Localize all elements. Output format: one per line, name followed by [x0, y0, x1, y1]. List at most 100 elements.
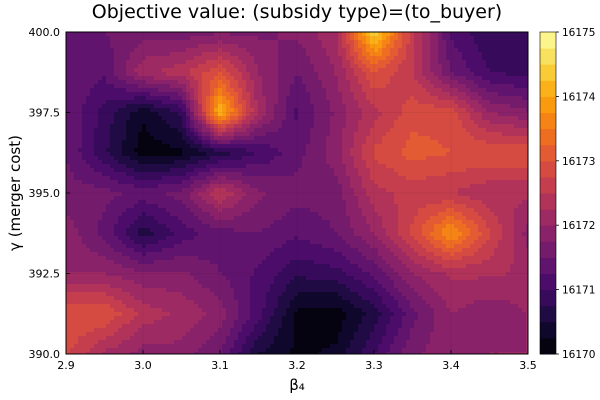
contour-cell	[378, 100, 383, 105]
contour-cell	[410, 128, 415, 133]
contour-cell	[206, 156, 211, 161]
contour-cell	[238, 60, 243, 65]
contour-cell	[454, 64, 459, 69]
contour-cell	[510, 56, 515, 61]
contour-cell	[210, 48, 215, 53]
contour-cell	[502, 196, 507, 201]
contour-cell	[398, 164, 403, 169]
contour-cell	[298, 148, 303, 153]
contour-cell	[382, 120, 387, 125]
contour-cell	[406, 52, 411, 57]
contour-cell	[510, 108, 515, 113]
contour-cell	[146, 72, 151, 77]
contour-cell	[382, 192, 387, 197]
contour-cell	[182, 76, 187, 81]
contour-cell	[86, 164, 91, 169]
contour-cell	[210, 144, 215, 149]
contour-cell	[358, 80, 363, 85]
contour-cell	[482, 120, 487, 125]
contour-cell	[74, 56, 79, 61]
contour-cell	[182, 68, 187, 73]
contour-cell	[238, 120, 243, 125]
contour-cell	[158, 128, 163, 133]
contour-cell	[410, 164, 415, 169]
contour-cell	[242, 152, 247, 157]
contour-cell	[450, 136, 455, 141]
contour-cell	[238, 64, 243, 69]
contour-cell	[302, 200, 307, 205]
contour-cell	[202, 176, 207, 181]
contour-cell	[134, 136, 139, 141]
contour-cell	[526, 136, 528, 141]
contour-cell	[306, 48, 311, 53]
contour-cell	[358, 128, 363, 133]
contour-cell	[426, 168, 431, 173]
contour-cell	[450, 108, 455, 113]
contour-cell	[502, 172, 507, 177]
contour-cell	[102, 160, 107, 165]
contour-cell	[326, 128, 331, 133]
contour-cell	[282, 136, 287, 141]
contour-cell	[230, 156, 235, 161]
contour-cell	[302, 132, 307, 137]
contour-cell	[98, 116, 103, 121]
contour-cell	[406, 84, 411, 89]
contour-cell	[250, 156, 255, 161]
contour-cell	[78, 100, 83, 105]
contour-cell	[390, 100, 395, 105]
contour-cell	[354, 112, 359, 117]
contour-cell	[318, 180, 323, 185]
contour-cell	[378, 168, 383, 173]
contour-cell	[502, 48, 507, 53]
contour-cell	[310, 144, 315, 149]
contour-cell	[374, 132, 379, 137]
contour-cell	[482, 136, 487, 141]
contour-cell	[522, 184, 527, 189]
contour-cell	[210, 84, 215, 89]
contour-cell	[310, 136, 315, 141]
contour-cell	[234, 164, 239, 169]
contour-cell	[82, 140, 87, 145]
contour-cell	[150, 88, 155, 93]
contour-cell	[290, 164, 295, 169]
contour-cell	[326, 112, 331, 117]
contour-cell	[118, 124, 123, 129]
contour-cell	[370, 160, 375, 165]
contour-cell	[314, 156, 319, 161]
contour-cell	[450, 172, 455, 177]
contour-cell	[314, 176, 319, 181]
contour-cell	[158, 164, 163, 169]
contour-cell	[214, 40, 219, 45]
contour-cell	[474, 136, 479, 141]
contour-cell	[274, 100, 279, 105]
contour-cell	[330, 56, 335, 61]
contour-cell	[138, 124, 143, 129]
contour-cell	[426, 120, 431, 125]
contour-cell	[430, 52, 435, 57]
contour-cell	[438, 88, 443, 93]
contour-cell	[90, 196, 95, 201]
contour-cell	[166, 76, 171, 81]
contour-cell	[130, 196, 135, 201]
contour-cell	[154, 120, 159, 125]
contour-cell	[122, 64, 127, 69]
contour-cell	[162, 180, 167, 185]
contour-cell	[222, 36, 227, 41]
contour-cell	[390, 88, 395, 93]
contour-cell	[294, 68, 299, 73]
contour-cell	[438, 116, 443, 121]
contour-cell	[154, 160, 159, 165]
contour-cell	[418, 104, 423, 109]
contour-cell	[294, 172, 299, 177]
contour-cell	[290, 92, 295, 97]
contour-cell	[346, 160, 351, 165]
contour-cell	[138, 172, 143, 177]
contour-cell	[382, 144, 387, 149]
contour-cell	[234, 192, 239, 197]
contour-cell	[110, 64, 115, 69]
contour-cell	[182, 128, 187, 133]
contour-cell	[338, 148, 343, 153]
contour-cell	[306, 100, 311, 105]
contour-cell	[274, 48, 279, 53]
contour-cell	[182, 72, 187, 77]
